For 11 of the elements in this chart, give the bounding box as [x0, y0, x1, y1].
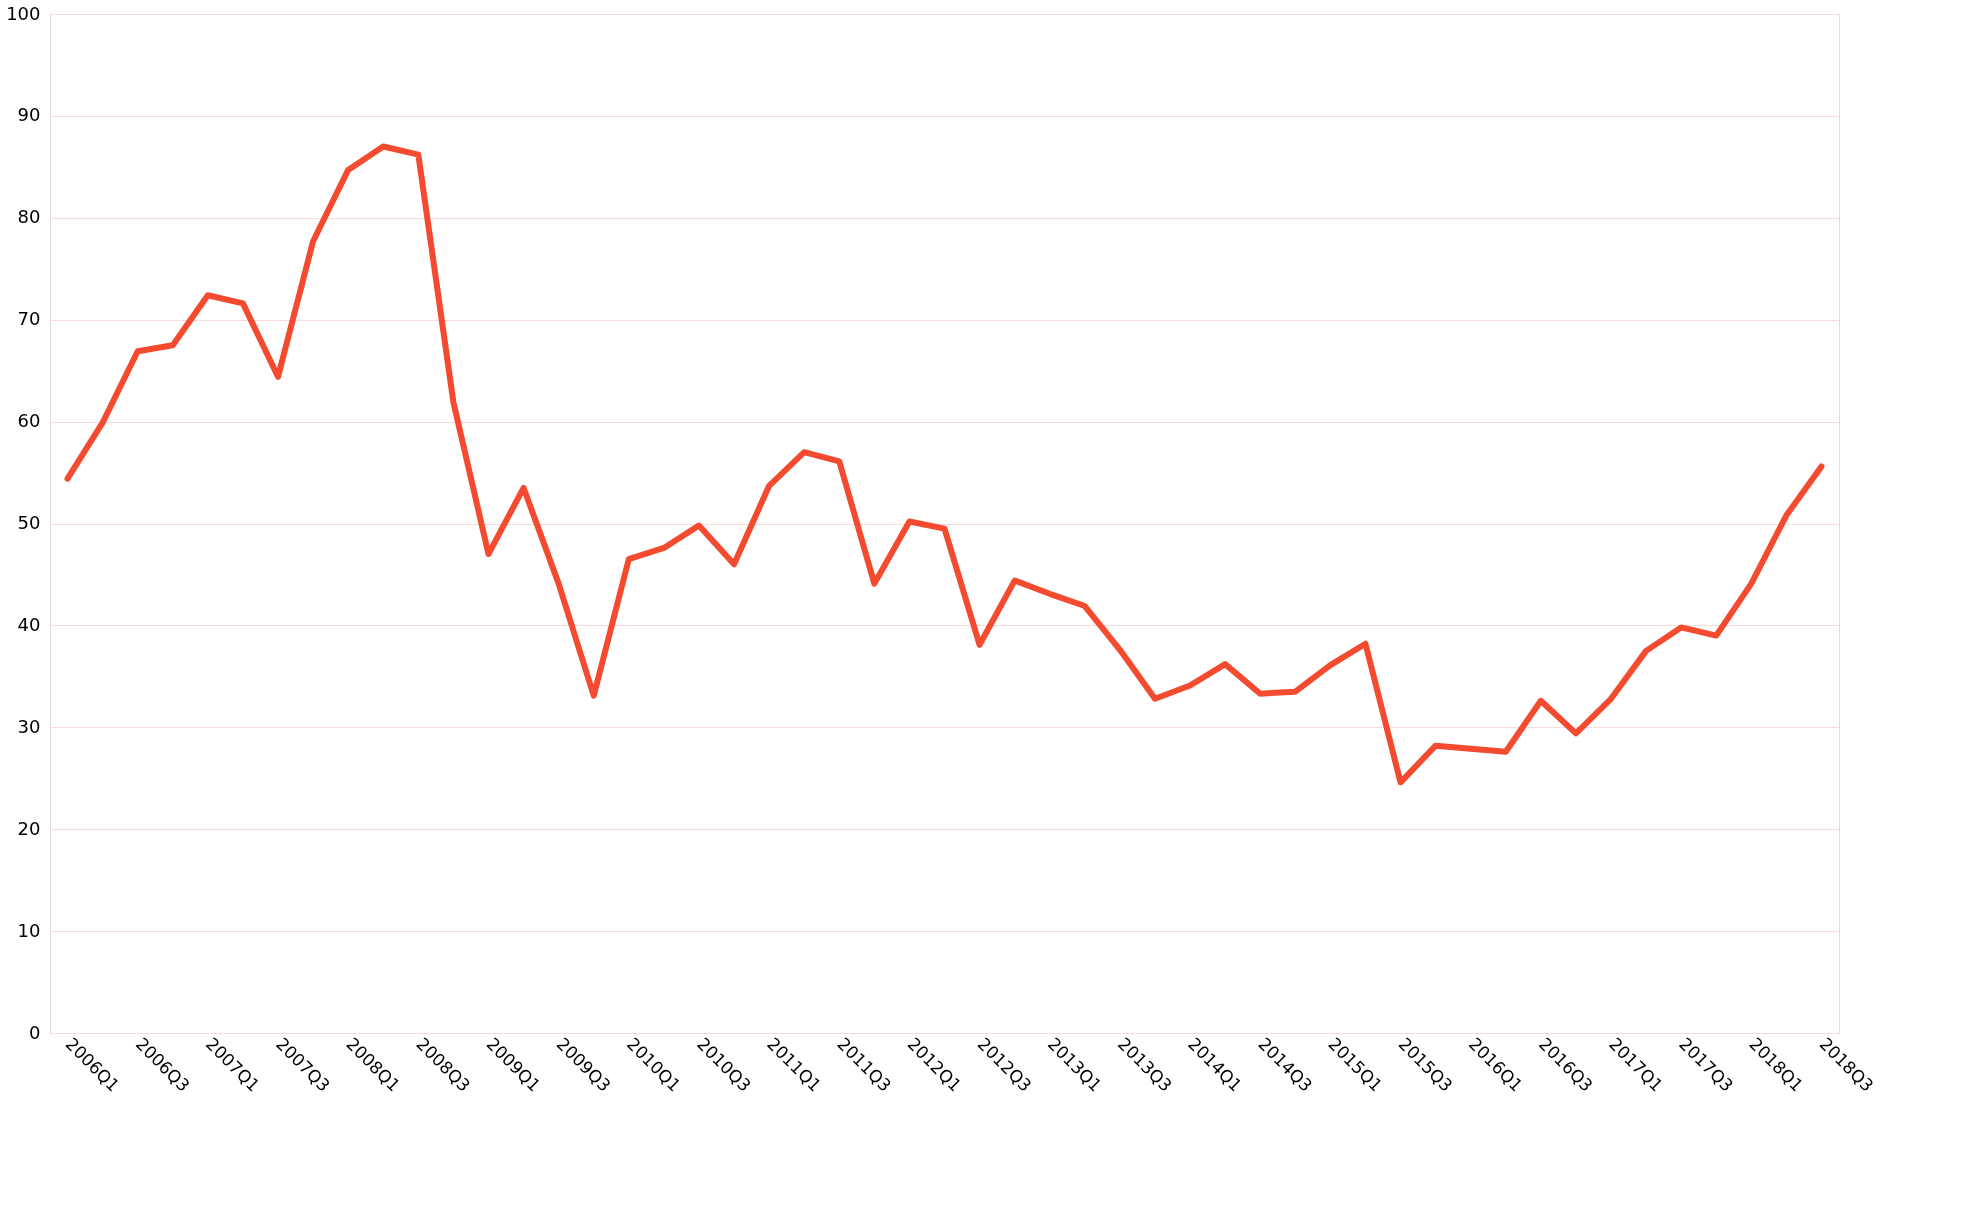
y-tick-label: 20	[17, 817, 41, 839]
y-tick-label: 100	[6, 2, 41, 24]
y-tick-label: 90	[17, 104, 41, 126]
y-tick-label: 60	[17, 410, 41, 432]
y-tick-label: 40	[17, 613, 41, 635]
y-tick-label: 0	[29, 1021, 41, 1043]
y-tick-label: 50	[17, 512, 41, 533]
y-tick-label: 30	[17, 715, 41, 737]
y-tick-label: 80	[17, 206, 41, 228]
y-tick-label: 10	[17, 919, 41, 941]
y-tick-label: 70	[17, 308, 41, 330]
